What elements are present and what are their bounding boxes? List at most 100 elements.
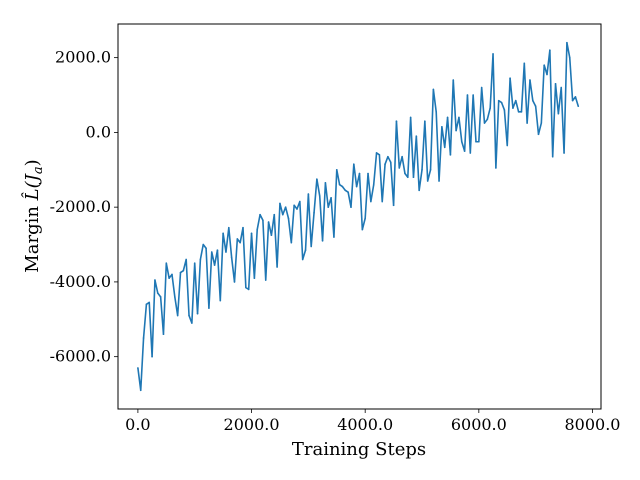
- data-point: [483, 122, 486, 124]
- data-point: [387, 155, 389, 158]
- data-point: [543, 64, 545, 66]
- data-point: [245, 286, 247, 289]
- data-point: [367, 172, 369, 175]
- data-point: [438, 180, 440, 182]
- y-tick-label: 2000.0: [55, 48, 111, 67]
- data-point: [381, 200, 384, 203]
- x-tick-label: 2000.0: [224, 415, 280, 434]
- data-point: [205, 247, 207, 250]
- data-point: [392, 204, 395, 207]
- data-point: [429, 168, 432, 171]
- data-point: [250, 232, 253, 235]
- data-point: [389, 161, 392, 164]
- y-tick-label: -4000.0: [50, 272, 111, 291]
- data-point: [174, 296, 176, 298]
- data-point: [500, 101, 503, 104]
- x-tick-label: 0.0: [125, 415, 150, 434]
- y-axis-label-math: L̂(J: [21, 172, 43, 201]
- data-point: [529, 79, 531, 81]
- data-point: [574, 96, 577, 98]
- data-point: [191, 322, 193, 324]
- data-point: [480, 86, 483, 89]
- data-point: [307, 193, 310, 195]
- data-point: [435, 111, 438, 113]
- y-axis-label: Margin L̂(Ja): [21, 159, 46, 272]
- data-point: [478, 140, 480, 143]
- data-point: [460, 140, 463, 143]
- data-point: [384, 163, 386, 165]
- data-point: [159, 296, 162, 298]
- data-point: [179, 271, 182, 274]
- data-point: [199, 258, 202, 261]
- data-point: [335, 168, 338, 171]
- data-point: [313, 211, 315, 214]
- data-point: [196, 312, 199, 315]
- data-point: [540, 122, 543, 124]
- data-point: [472, 94, 474, 96]
- data-point: [370, 200, 372, 203]
- data-point: [279, 202, 281, 205]
- data-point: [270, 234, 273, 236]
- x-axis-ticks: 0.0 2000.0 4000.0 6000.0 8000.0: [125, 409, 620, 434]
- data-point: [154, 279, 156, 281]
- data-point: [520, 111, 523, 113]
- data-point: [560, 86, 563, 89]
- data-point: [415, 135, 418, 137]
- series-line-0: [137, 41, 580, 392]
- data-point: [353, 163, 355, 165]
- data-point: [568, 56, 571, 59]
- data-point: [225, 251, 227, 253]
- data-point: [233, 281, 236, 283]
- y-axis-label-text: Margin: [22, 206, 43, 273]
- data-point: [316, 178, 318, 180]
- x-axis-label: Training Steps: [292, 439, 426, 460]
- data-point: [441, 125, 443, 128]
- data-point: [443, 146, 446, 149]
- data-point: [176, 314, 179, 317]
- data-point: [407, 176, 409, 179]
- y-axis-label-subscript: a: [31, 166, 46, 174]
- data-point: [165, 262, 168, 265]
- data-point: [273, 213, 276, 216]
- data-point: [290, 241, 293, 244]
- data-point: [151, 355, 153, 358]
- data-point: [262, 219, 264, 222]
- data-point: [213, 264, 216, 266]
- data-point: [239, 241, 241, 244]
- data-point: [230, 256, 233, 259]
- data-point: [171, 273, 173, 276]
- data-point: [324, 182, 327, 184]
- data-point: [202, 243, 205, 246]
- data-point: [534, 105, 537, 108]
- data-point: [264, 279, 267, 281]
- series-layer: [137, 41, 580, 392]
- data-point: [546, 73, 548, 76]
- data-point: [293, 204, 295, 207]
- data-point: [466, 94, 469, 96]
- data-point: [489, 107, 491, 109]
- data-point: [378, 154, 381, 156]
- data-point: [287, 217, 290, 220]
- data-point: [347, 191, 349, 193]
- data-point: [497, 99, 500, 102]
- data-point: [355, 185, 358, 188]
- data-point: [281, 213, 284, 216]
- data-point: [469, 152, 472, 154]
- data-point: [185, 258, 187, 261]
- data-point: [375, 152, 378, 154]
- data-point: [304, 249, 307, 251]
- data-point: [372, 183, 375, 186]
- y-tick-label: 0.0: [86, 122, 111, 141]
- data-point: [148, 301, 151, 304]
- data-point: [219, 299, 222, 302]
- data-point: [310, 245, 313, 248]
- data-point: [452, 79, 455, 81]
- data-point: [401, 155, 403, 158]
- data-point: [208, 307, 210, 309]
- data-point: [228, 226, 230, 229]
- data-point: [216, 249, 219, 251]
- data-point: [492, 53, 494, 55]
- data-point: [222, 232, 224, 235]
- data-point: [301, 258, 304, 261]
- data-point: [188, 314, 190, 317]
